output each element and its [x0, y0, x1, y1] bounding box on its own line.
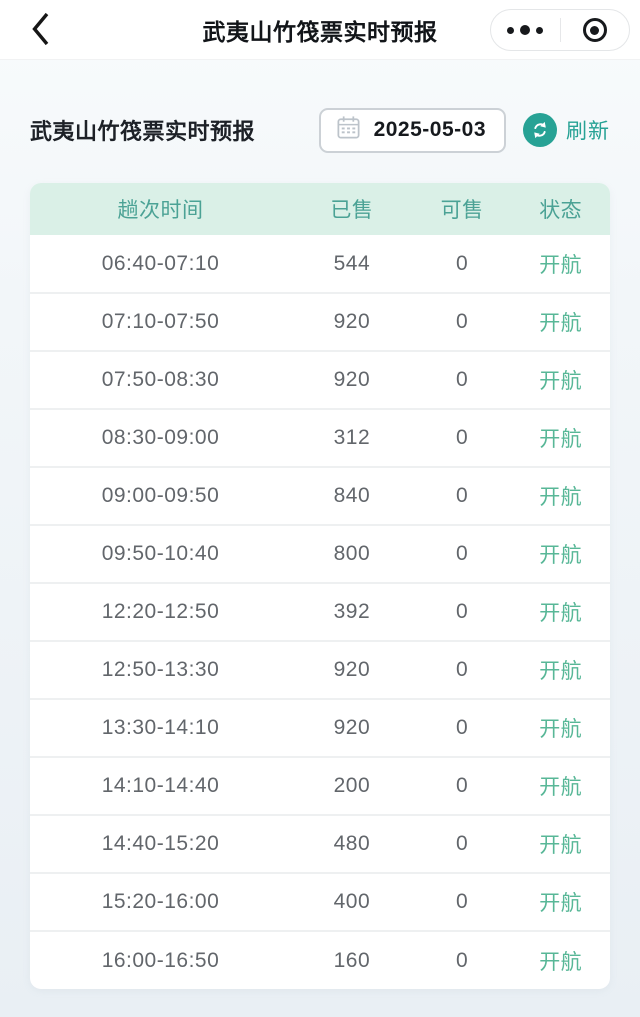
capsule-more-button[interactable]: [491, 10, 560, 50]
trip-time-cell: 12:20-12:50: [30, 582, 291, 641]
table-body: 06:40-07:10 544 0 开航 07:10-07:50 920 0 开…: [30, 235, 610, 989]
sold-cell: 480: [291, 814, 413, 873]
status-cell: 开航: [511, 814, 610, 873]
table-row: 07:50-08:30 920 0 开航: [30, 350, 610, 409]
table-row: 13:30-14:10 920 0 开航: [30, 698, 610, 757]
table-row: 07:10-07:50 920 0 开航: [30, 292, 610, 351]
available-cell: 0: [412, 582, 512, 641]
sold-cell: 920: [291, 292, 413, 351]
table-row: 15:20-16:00 400 0 开航: [30, 872, 610, 931]
available-cell: 0: [412, 350, 512, 409]
table-row: 12:20-12:50 392 0 开航: [30, 582, 610, 641]
more-dots-icon: [507, 25, 544, 35]
schedule-table: 趟次时间 已售 可售 状态 06:40-07:10 544 0 开航 07:10…: [30, 183, 610, 989]
status-cell: 开航: [511, 582, 610, 641]
column-available: 可售: [412, 183, 512, 235]
sold-cell: 200: [291, 756, 413, 815]
table-row: 14:40-15:20 480 0 开航: [30, 814, 610, 873]
table-row: 09:00-09:50 840 0 开航: [30, 466, 610, 525]
trip-time-cell: 12:50-13:30: [30, 640, 291, 699]
trip-time-cell: 09:00-09:50: [30, 466, 291, 525]
trip-time-cell: 13:30-14:10: [30, 698, 291, 757]
status-cell: 开航: [511, 698, 610, 757]
trip-time-cell: 14:40-15:20: [30, 814, 291, 873]
calendar-icon: [335, 114, 362, 146]
capsule-divider: [559, 18, 561, 42]
trip-time-cell: 15:20-16:00: [30, 872, 291, 931]
trip-time-cell: 07:50-08:30: [30, 350, 291, 409]
date-picker[interactable]: 2025-05-03: [318, 107, 506, 153]
status-cell: 开航: [511, 872, 610, 931]
available-cell: 0: [412, 698, 512, 757]
page-title: 武夷山竹筏票实时预报: [30, 119, 256, 144]
status-cell: 开航: [511, 350, 610, 409]
date-value: 2025-05-03: [373, 118, 486, 141]
sold-cell: 920: [291, 698, 413, 757]
page-header: 武夷山竹筏票实时预报 2025-05-03: [30, 105, 610, 155]
trip-time-cell: 07:10-07:50: [30, 292, 291, 351]
table-header: 趟次时间 已售 可售 状态: [30, 183, 610, 235]
back-button[interactable]: [18, 0, 62, 60]
nav-title: 武夷山竹筏票实时预报: [202, 18, 438, 45]
sold-cell: 544: [333, 251, 371, 275]
available-cell: 0: [456, 251, 469, 275]
refresh-button[interactable]: 刷新: [523, 113, 610, 147]
status-cell: 开航: [511, 524, 610, 583]
sold-cell: 160: [291, 930, 413, 989]
column-sold: 已售: [291, 183, 413, 235]
chevron-left-icon: [31, 12, 50, 49]
column-trip-time: 趟次时间: [30, 183, 291, 235]
status-cell: 开航: [511, 930, 610, 989]
sold-cell: 920: [291, 640, 413, 699]
column-status: 状态: [511, 183, 610, 235]
table-row: 12:50-13:30 920 0 开航: [30, 640, 610, 699]
available-cell: 0: [412, 872, 512, 931]
sold-cell: 800: [291, 524, 413, 583]
available-cell: 0: [412, 930, 512, 989]
sold-cell: 400: [291, 872, 413, 931]
status-cell: 开航: [511, 756, 610, 815]
sold-cell: 840: [291, 466, 413, 525]
available-cell: 0: [412, 640, 512, 699]
sold-cell: 392: [291, 582, 413, 641]
sold-cell: 920: [291, 350, 413, 409]
status-cell: 开航: [511, 408, 610, 467]
miniprogram-capsule: [490, 9, 630, 51]
sold-cell: 312: [291, 408, 413, 467]
trip-time-cell: 16:00-16:50: [30, 930, 291, 989]
available-cell: 0: [412, 524, 512, 583]
navbar: 武夷山竹筏票实时预报: [0, 0, 640, 60]
table-row: 08:30-09:00 312 0 开航: [30, 408, 610, 467]
table-row: 06:40-07:10 544 0 开航: [30, 235, 610, 293]
table-row: 16:00-16:50 160 0 开航: [30, 930, 610, 989]
status-cell: 开航: [511, 640, 610, 699]
available-cell: 0: [412, 756, 512, 815]
available-cell: 0: [412, 814, 512, 873]
status-cell: 开航: [511, 466, 610, 525]
available-cell: 0: [412, 408, 512, 467]
capsule-home-button[interactable]: [561, 10, 630, 50]
status-cell: 开航: [511, 292, 610, 351]
available-cell: 0: [412, 292, 512, 351]
schedule-card: 趟次时间 已售 可售 状态 06:40-07:10 544 0 开航 07:10…: [30, 183, 610, 989]
target-circle-icon: [582, 18, 607, 42]
available-cell: 0: [412, 466, 512, 525]
table-row: 14:10-14:40 200 0 开航: [30, 756, 610, 815]
table-row: 09:50-10:40 800 0 开航: [30, 524, 610, 583]
status-cell: 开航: [539, 253, 583, 277]
trip-time-cell: 06:40-07:10: [101, 251, 220, 275]
trip-time-cell: 09:50-10:40: [30, 524, 291, 583]
trip-time-cell: 08:30-09:00: [30, 408, 291, 467]
refresh-label: 刷新: [566, 120, 610, 143]
trip-time-cell: 14:10-14:40: [30, 756, 291, 815]
refresh-icon: [523, 113, 557, 147]
